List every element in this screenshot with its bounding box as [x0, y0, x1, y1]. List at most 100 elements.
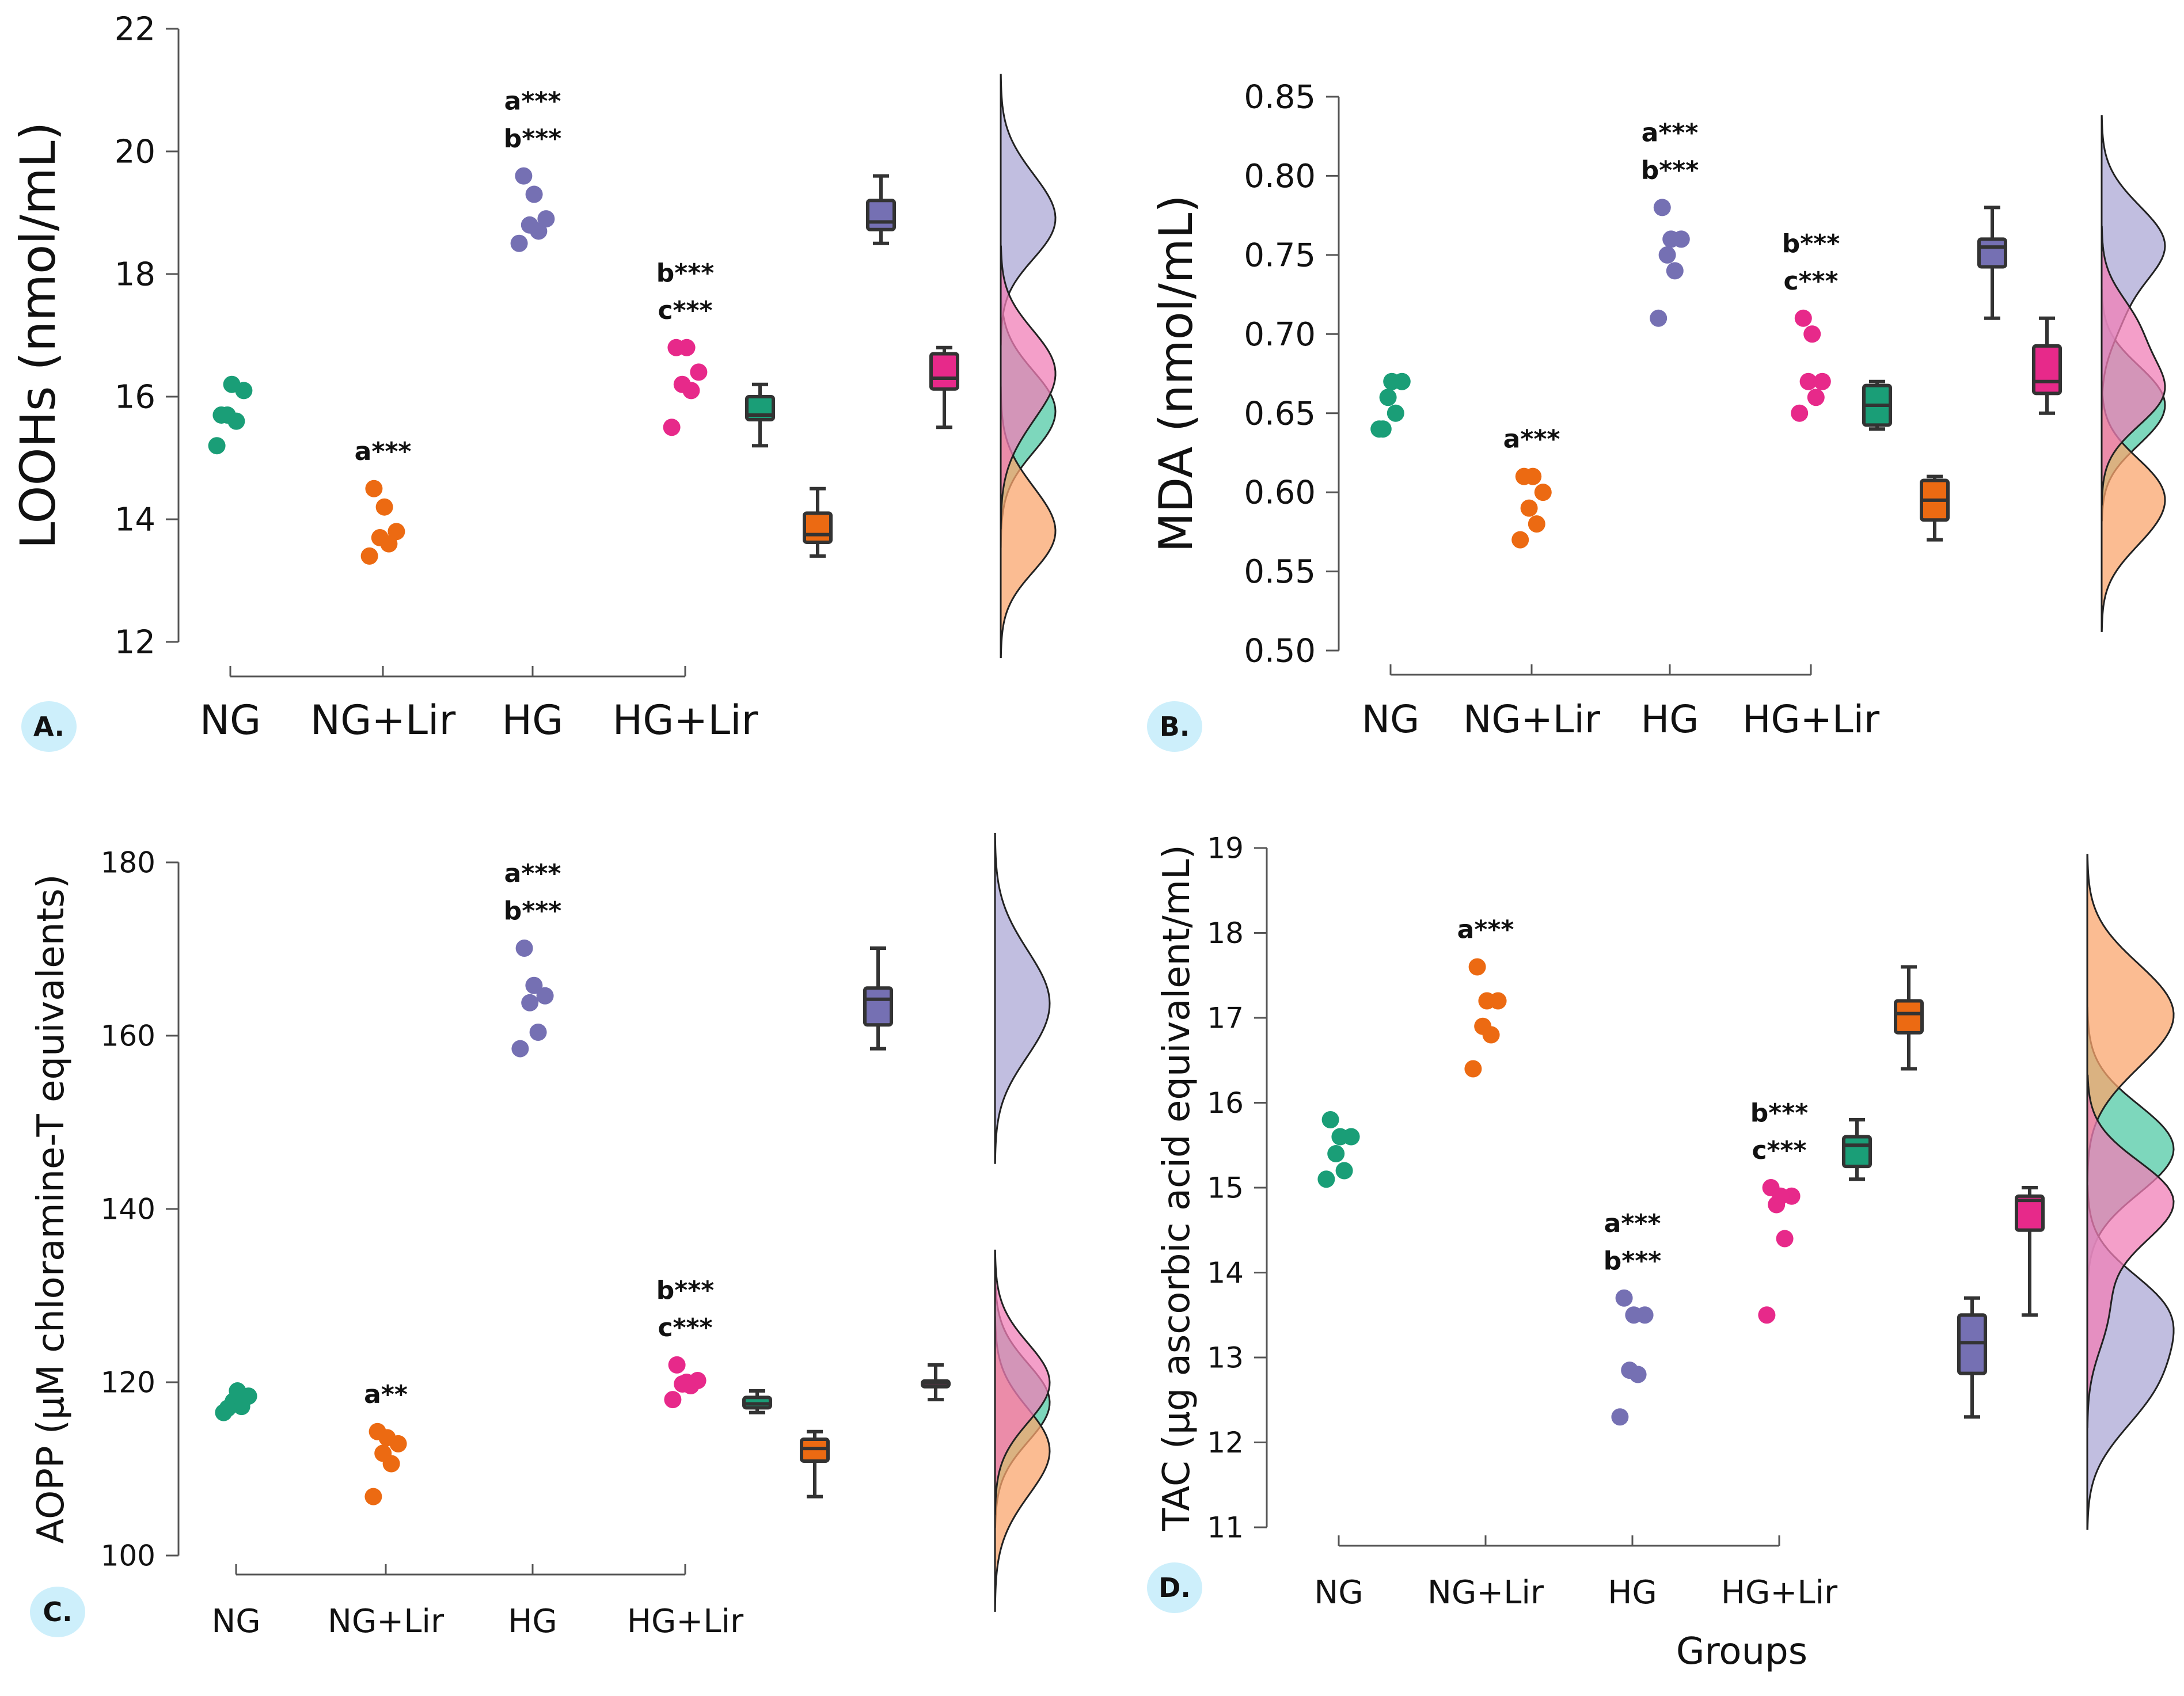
data-point-ng: [1335, 1162, 1353, 1180]
data-point-ng-lir: [1478, 992, 1496, 1010]
x-category-label: HG+Lir: [1721, 1574, 1838, 1611]
boxplot-ng-lir: [1894, 965, 1924, 1071]
x-category-label: HG+Lir: [613, 697, 758, 744]
data-point-ng: [1317, 1170, 1335, 1188]
y-tick-label: 15: [1207, 1172, 1244, 1205]
y-tick-label: 0.60: [1244, 474, 1316, 512]
y-axis-label: AOPP (µM chloramine-T equivalents): [30, 874, 73, 1543]
y-tick-label: 14: [115, 501, 155, 539]
y-tick-label: 16: [1207, 1086, 1244, 1120]
data-point-ng-lir: [1534, 484, 1552, 501]
y-tick-label: 20: [115, 134, 155, 171]
panel-badge: B.: [1147, 701, 1202, 752]
y-tick-label: 0.50: [1244, 633, 1316, 670]
data-point-hg-lir: [1794, 309, 1812, 327]
data-point-ng: [1327, 1145, 1345, 1162]
data-point-hg-lir: [1776, 1230, 1794, 1248]
y-tick-label: 0.75: [1244, 237, 1316, 274]
data-point-hg: [1650, 309, 1668, 327]
data-point-hg-lir: [668, 1356, 686, 1374]
y-tick-label: 0.65: [1244, 395, 1316, 432]
data-point-hg-lir: [673, 375, 691, 393]
data-point-hg-lir: [1758, 1306, 1776, 1324]
y-tick-label: 160: [101, 1020, 155, 1053]
y-axis-label: TAC (µg ascorbic acid equivalent/mL): [1156, 845, 1198, 1531]
data-point-hg-lir: [678, 1374, 696, 1391]
boxplot-hg: [866, 174, 896, 245]
boxplot-box: [1842, 1135, 1872, 1169]
x-category-label: HG+Lir: [627, 1603, 744, 1640]
x-category-label: NG: [211, 1603, 260, 1640]
data-point-ng: [1331, 1128, 1349, 1146]
x-category-label: NG+Lir: [1427, 1574, 1544, 1611]
data-point-hg: [511, 1040, 529, 1058]
data-point-hg-lir: [1791, 404, 1809, 422]
x-category-label: HG: [508, 1603, 557, 1640]
data-point-ng: [229, 1382, 246, 1400]
boxplot-hg-lir: [2015, 1186, 2045, 1317]
panel-b: 0.50 0.55 0.60 0.65 0.70 0.75 0.80 0.85 MDA (nmo…: [1147, 79, 2166, 752]
panel-c: 100 120 140 160 180 AOPP (µM chloramine-T equ…: [30, 832, 1051, 1640]
boxplot-box: [2015, 1194, 2045, 1232]
significance-label: a**: [364, 1380, 408, 1409]
boxplot-ng: [745, 382, 775, 448]
data-point-ng-lir: [375, 498, 393, 516]
panel-badge-label: D.: [1159, 1572, 1191, 1603]
x-category-label: NG+Lir: [1463, 697, 1601, 741]
significance-label: a***: [504, 859, 561, 888]
y-axis-label: LOOHs (nmol/mL): [10, 122, 66, 549]
data-point-hg: [1615, 1289, 1633, 1307]
data-point-hg-lir: [1807, 389, 1825, 406]
data-point-hg: [1625, 1306, 1643, 1324]
data-point-hg: [536, 987, 554, 1005]
data-point-ng-lir: [1464, 1060, 1482, 1078]
panel-badge-label: B.: [1160, 711, 1190, 742]
data-point-hg: [510, 234, 528, 252]
data-point-ng: [208, 437, 226, 455]
panel-a: 12 14 16 18 20 22 LOOHs (nmol/mL) NG NG+Lir HG HG+…: [10, 11, 1057, 752]
y-tick-label: 120: [101, 1366, 155, 1400]
significance-label: a***: [504, 87, 561, 116]
significance-label: a***: [1503, 425, 1560, 454]
data-point-ng: [212, 406, 230, 424]
panel-d: 11 12 13 14 15 16 17 18 19 TAC (µg ascorbic acid …: [1147, 832, 2175, 1673]
significance-label: a***: [1457, 915, 1514, 945]
data-point-ng-lir: [365, 480, 383, 497]
data-point-ng: [1383, 372, 1401, 390]
data-point-ng-lir: [1515, 467, 1533, 485]
significance-label: c***: [658, 296, 712, 325]
significance-label: c***: [1752, 1136, 1806, 1165]
data-point-ng: [1321, 1111, 1339, 1128]
boxplot-ng: [1842, 1118, 1872, 1181]
data-point-ng: [1387, 404, 1404, 422]
data-point-ng-lir: [371, 528, 389, 546]
x-category-label: NG: [1362, 697, 1420, 741]
significance-label: b***: [504, 896, 562, 926]
density-curve-hg-lir: [2101, 226, 2166, 505]
significance-label: b***: [1750, 1098, 1809, 1128]
panel-badge: A.: [21, 701, 77, 752]
significance-label: c***: [658, 1313, 712, 1343]
data-point-ng: [223, 375, 241, 393]
significance-label: b***: [1782, 229, 1840, 258]
data-point-hg-lir: [1813, 372, 1831, 390]
density-curve-hg: [994, 832, 1051, 1164]
boxplot-box: [863, 986, 893, 1027]
x-category-label: HG: [1608, 1574, 1657, 1611]
density-curve-hg-lir: [2086, 1074, 2175, 1428]
x-category-label: NG: [1314, 1574, 1363, 1611]
boxplot-ng-lir: [800, 1429, 830, 1499]
panel-badge-circle: [30, 1587, 85, 1637]
data-point-hg: [525, 185, 543, 203]
y-tick-label: 12: [1207, 1426, 1244, 1459]
y-tick-label: 12: [115, 624, 155, 661]
data-point-hg-lir: [663, 419, 681, 436]
data-point-hg-lir: [1799, 372, 1817, 390]
boxplot-box: [803, 511, 833, 544]
data-point-hg: [1658, 246, 1676, 264]
data-point-hg-lir: [1762, 1179, 1780, 1196]
data-point-ng-lir: [1528, 515, 1545, 533]
data-point-ng-lir: [1511, 531, 1529, 549]
